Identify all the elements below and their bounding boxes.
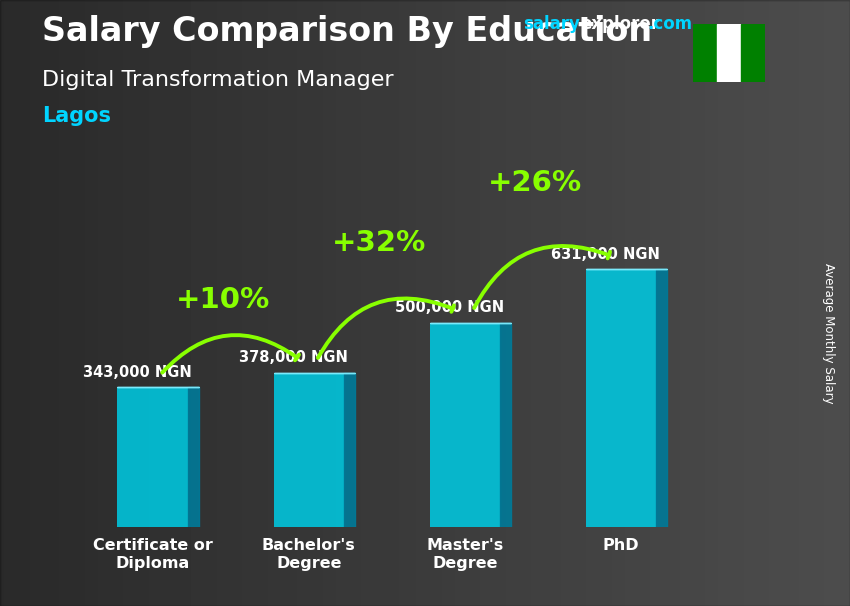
Text: 631,000 NGN: 631,000 NGN — [551, 247, 660, 262]
FancyBboxPatch shape — [586, 269, 656, 527]
Polygon shape — [656, 269, 667, 527]
Text: +26%: +26% — [488, 169, 582, 197]
Text: Average Monthly Salary: Average Monthly Salary — [822, 263, 836, 404]
Text: +10%: +10% — [176, 285, 270, 314]
FancyBboxPatch shape — [274, 373, 344, 527]
Bar — [741, 24, 765, 82]
Polygon shape — [188, 387, 199, 527]
Polygon shape — [344, 373, 355, 527]
Text: 500,000 NGN: 500,000 NGN — [395, 301, 504, 315]
Text: 378,000 NGN: 378,000 NGN — [239, 350, 348, 365]
Text: Digital Transformation Manager: Digital Transformation Manager — [42, 70, 394, 90]
FancyBboxPatch shape — [117, 387, 188, 527]
Text: salary: salary — [523, 15, 580, 33]
Text: Lagos: Lagos — [42, 106, 111, 126]
FancyBboxPatch shape — [430, 322, 500, 527]
Text: +32%: +32% — [332, 229, 426, 257]
Polygon shape — [500, 322, 511, 527]
Text: .com: .com — [647, 15, 692, 33]
Bar — [693, 24, 717, 82]
Text: Salary Comparison By Education: Salary Comparison By Education — [42, 15, 653, 48]
Bar — [717, 24, 741, 82]
Text: 343,000 NGN: 343,000 NGN — [82, 365, 191, 379]
Text: explorer: explorer — [581, 15, 660, 33]
